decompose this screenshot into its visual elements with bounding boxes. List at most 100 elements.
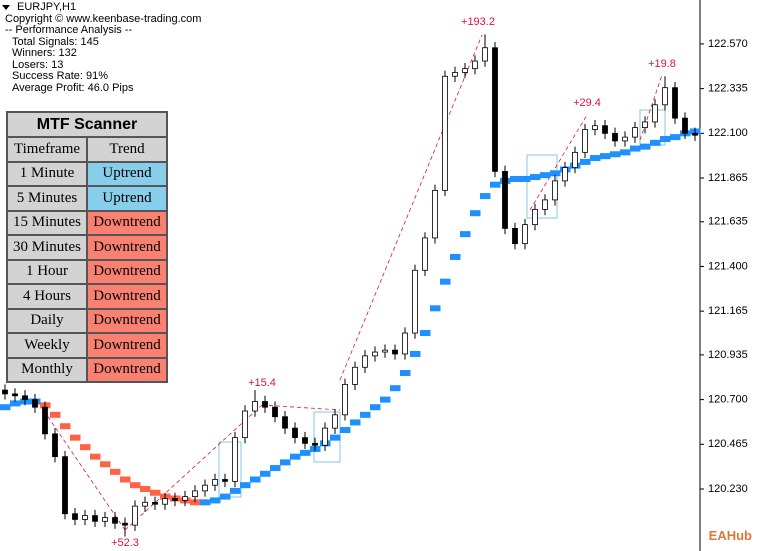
profit-label: +52.3 xyxy=(111,537,139,549)
ma-step xyxy=(230,487,241,494)
trend-cell: Uptrend xyxy=(86,185,168,212)
timeframe-cell: Weekly xyxy=(6,332,88,359)
candle-body xyxy=(492,47,498,172)
ma-step xyxy=(330,434,341,441)
ma-step xyxy=(390,385,401,392)
ma-step xyxy=(140,485,151,492)
ma-step xyxy=(70,434,81,441)
info-line: Winners: 132 xyxy=(12,47,77,59)
y-tick-label: 120.935 xyxy=(708,349,748,361)
info-lines: Total Signals: 145 Winners: 132 Losers: 13… xyxy=(5,36,201,95)
candle-body xyxy=(152,501,158,505)
ma-step xyxy=(630,145,641,152)
ma-step xyxy=(440,278,451,285)
scanner-row: 1 Hour Downtrend xyxy=(6,258,168,285)
ma-step xyxy=(10,400,21,407)
candle-body xyxy=(352,366,358,385)
ma-step xyxy=(540,172,551,179)
scanner-row: 1 Minute Uptrend xyxy=(6,160,168,187)
candle-body xyxy=(612,132,618,142)
ma-step xyxy=(530,174,541,181)
ma-step xyxy=(50,411,61,418)
candle-body xyxy=(132,505,138,526)
candle-body xyxy=(682,117,688,134)
trend-cell: Downtrend xyxy=(86,283,168,310)
ma-step xyxy=(600,153,611,160)
trade-line xyxy=(639,74,663,141)
candle-body xyxy=(432,189,438,239)
ma-step xyxy=(300,449,311,456)
scanner-header: Timeframe Trend xyxy=(6,136,168,163)
info-line: Success Rate: 91% xyxy=(12,70,108,82)
trend-cell: Downtrend xyxy=(86,209,168,236)
candle-body xyxy=(442,75,448,191)
timeframe-cell: 1 Hour xyxy=(6,258,88,285)
ma-step xyxy=(620,149,631,156)
candle-body xyxy=(62,456,68,515)
profit-label: +15.4 xyxy=(248,377,276,389)
candle-body xyxy=(92,515,98,522)
trade-line xyxy=(529,114,588,211)
candle-body xyxy=(652,104,658,123)
ma-step xyxy=(650,139,661,146)
ma-step xyxy=(340,427,351,434)
candle-body xyxy=(522,224,528,245)
candle-body xyxy=(602,125,608,134)
candle-body xyxy=(662,87,668,106)
mtf-scanner: MTF Scanner Timeframe Trend 1 Minute Uptren… xyxy=(6,111,168,383)
candle-body xyxy=(532,209,538,226)
candle-body xyxy=(672,87,678,119)
ma-step xyxy=(210,497,221,504)
candle-body xyxy=(282,416,288,429)
profit-label: +193.2 xyxy=(461,16,495,28)
ma-step xyxy=(660,136,671,143)
candle-body xyxy=(552,180,558,201)
ma-step xyxy=(420,330,431,337)
ma-step xyxy=(450,253,461,260)
ma-step xyxy=(380,396,391,403)
copyright: Copyright © www.keenbase-trading.com xyxy=(5,12,202,25)
ma-step xyxy=(490,181,501,188)
candle-body xyxy=(222,479,228,482)
candle-body xyxy=(212,479,218,486)
ma-step xyxy=(510,175,521,182)
candle-body xyxy=(482,47,488,62)
candle-body xyxy=(412,269,418,334)
candle-body xyxy=(12,393,18,397)
timeframe-cell: 4 Hours xyxy=(6,283,88,310)
ma-step xyxy=(610,151,621,158)
perf-heading: -- Performance Analysis -- xyxy=(5,24,133,36)
ma-step xyxy=(0,404,11,411)
ma-step xyxy=(200,499,211,506)
ma-step xyxy=(480,193,491,200)
trend-cell: Downtrend xyxy=(86,356,168,383)
y-tick-label: 120.700 xyxy=(708,394,748,406)
candle-body xyxy=(582,129,588,153)
ma-step xyxy=(670,134,681,141)
candle-body xyxy=(232,437,238,482)
ma-step xyxy=(270,465,281,472)
ma-step xyxy=(130,482,141,489)
ma-step xyxy=(430,305,441,312)
y-tick-label: 121.865 xyxy=(708,172,748,184)
candle-body xyxy=(632,127,638,138)
watermark: EAHub xyxy=(708,528,752,543)
ma-step xyxy=(100,461,111,468)
ma-step xyxy=(370,404,381,411)
ma-step xyxy=(260,470,271,477)
candle-body xyxy=(562,167,568,182)
candle-body xyxy=(2,389,8,395)
trend-cell: Uptrend xyxy=(86,160,168,187)
candle-body xyxy=(162,498,168,505)
ma-step xyxy=(590,155,601,162)
ma-step xyxy=(120,476,131,483)
ma-step xyxy=(640,143,651,150)
y-tick-label: 121.635 xyxy=(708,216,748,228)
candle-body xyxy=(172,498,178,501)
candle-body xyxy=(272,406,278,418)
candle-body xyxy=(102,517,108,522)
trade-line xyxy=(39,404,126,531)
ma-step xyxy=(150,489,161,496)
